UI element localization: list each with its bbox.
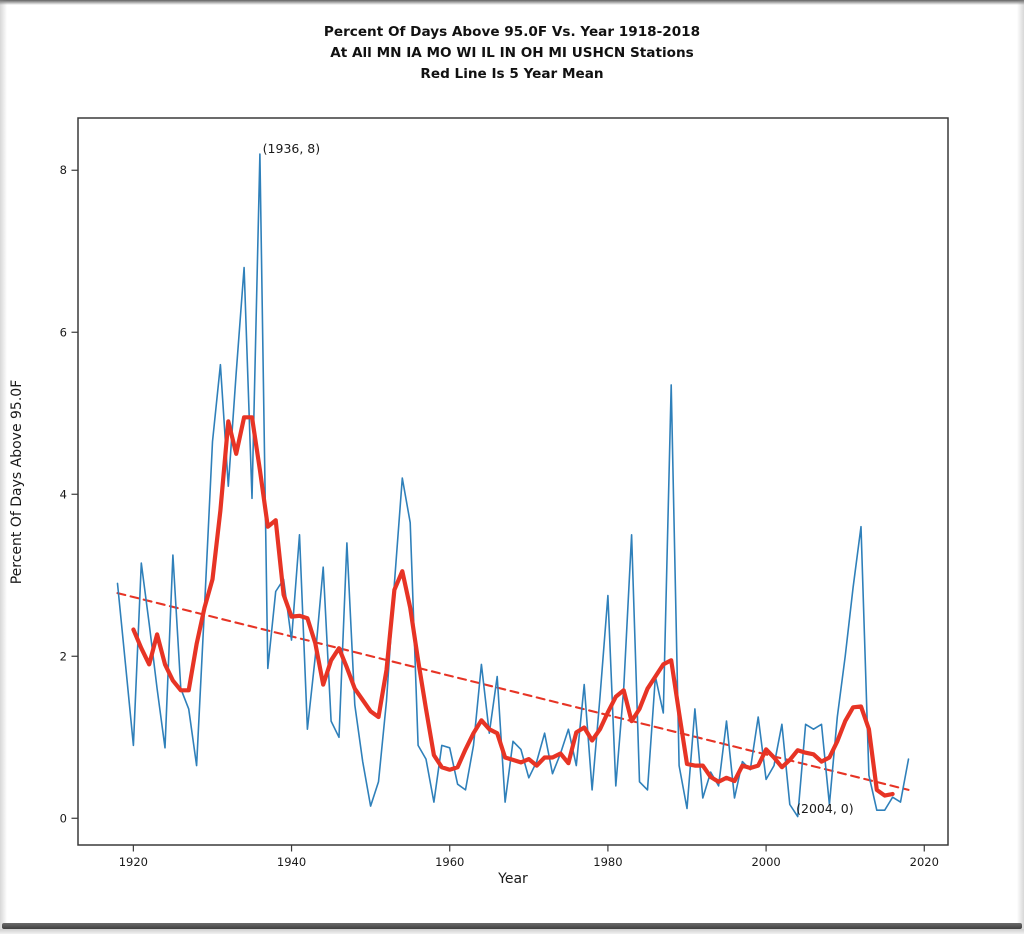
x-tick-label: 1960 <box>435 855 464 869</box>
point-annotation: (1936, 8) <box>263 141 320 156</box>
y-tick-label: 0 <box>60 811 67 825</box>
chart-title: Percent Of Days Above 95.0F Vs. Year 191… <box>0 22 1024 85</box>
x-axis-label: Year <box>498 871 528 887</box>
y-tick-label: 6 <box>60 325 67 339</box>
x-tick-label: 2000 <box>751 855 780 869</box>
chart-line-5-year-mean <box>131 415 895 798</box>
y-tick-label: 4 <box>60 487 67 501</box>
y-axis-label: Percent Of Days Above 95.0F <box>9 379 25 585</box>
chart-line-annual-percent-of-days <box>116 153 910 818</box>
x-tick-label: 1920 <box>119 855 148 869</box>
y-tick-label: 2 <box>60 649 67 663</box>
chart-title-line2: At All MN IA MO WI IL IN OH MI USHCN Sta… <box>330 45 694 61</box>
chart-line-linear-trend <box>116 592 910 791</box>
point-annotation: (2004, 0) <box>796 801 853 816</box>
chart-title-line3: Red Line Is 5 Year Mean <box>420 66 604 82</box>
x-tick-label: 1980 <box>593 855 622 869</box>
chart-title-line1: Percent Of Days Above 95.0F Vs. Year 191… <box>323 24 701 40</box>
axes-spines <box>77 117 949 846</box>
x-tick-label: 1940 <box>277 855 306 869</box>
x-tick-label: 2020 <box>910 855 939 869</box>
y-tick-label: 8 <box>60 163 67 177</box>
